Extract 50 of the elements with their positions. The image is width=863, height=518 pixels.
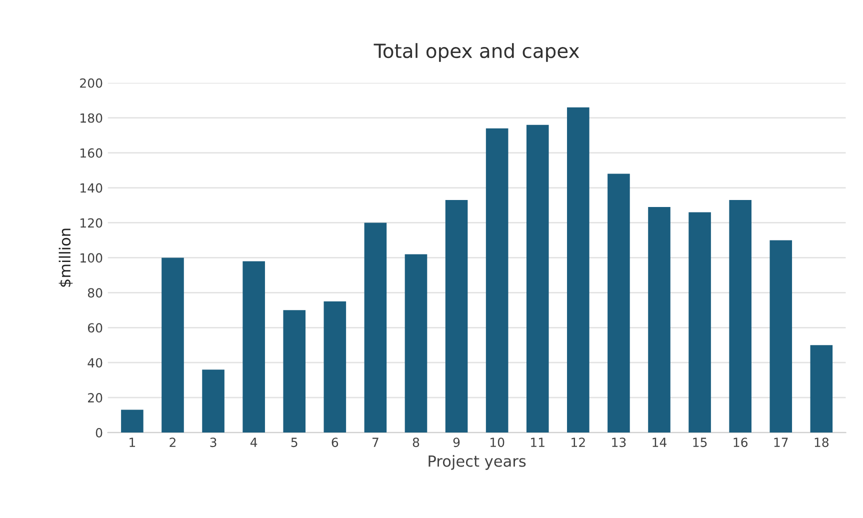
x-tick-label: 9 (453, 438, 460, 448)
x-tick-label: 15 (693, 438, 707, 448)
y-tick-label: 80 (88, 288, 102, 298)
bar (324, 301, 346, 433)
bar (608, 174, 630, 433)
bar (283, 310, 306, 433)
x-tick-label: 12 (572, 438, 585, 447)
bar (445, 200, 468, 433)
y-tick-label: 140 (80, 183, 102, 193)
chart-title: Total opex and capex (374, 43, 580, 62)
bar (688, 212, 711, 433)
y-tick-label: 200 (80, 78, 102, 88)
x-tick-label: 13 (612, 438, 626, 448)
bar (486, 128, 508, 433)
bar (242, 261, 265, 433)
x-tick-label: 4 (250, 438, 258, 447)
y-tick-label: 20 (88, 393, 102, 402)
x-axis-title: Project years (428, 455, 526, 470)
y-tick-label: 120 (80, 218, 102, 228)
y-tick-label: 40 (88, 358, 102, 368)
x-tick-label: 1 (130, 438, 136, 447)
x-tick-label: 8 (412, 438, 420, 448)
y-tick-label: 100 (80, 253, 102, 263)
bar (121, 410, 144, 433)
x-tick-label: 16 (734, 438, 748, 448)
x-tick-label: 5 (291, 438, 298, 448)
bar (526, 124, 549, 433)
bar (567, 107, 590, 433)
x-tick-label: 6 (332, 438, 338, 448)
y-tick-label: 160 (80, 148, 102, 158)
y-axis-title: $million (58, 228, 73, 287)
x-tick-label: 3 (210, 438, 216, 448)
bar (364, 222, 387, 433)
bar (162, 258, 184, 433)
bar (810, 345, 833, 433)
x-tick-label: 11 (531, 438, 544, 447)
x-tick-label: 2 (170, 438, 176, 447)
bar (648, 207, 670, 433)
x-tick-label: 18 (814, 438, 829, 448)
x-tick-label: 10 (490, 438, 504, 448)
bar (729, 200, 752, 433)
bar (202, 370, 224, 433)
x-tick-label: 14 (652, 438, 666, 447)
x-tick-label: 7 (372, 438, 378, 447)
y-tick-label: 0 (96, 428, 102, 438)
bar (404, 254, 428, 433)
x-tick-label: 17 (774, 438, 788, 447)
y-tick-label: 180 (80, 113, 102, 123)
bar (770, 240, 792, 433)
y-tick-label: 60 (88, 323, 102, 333)
